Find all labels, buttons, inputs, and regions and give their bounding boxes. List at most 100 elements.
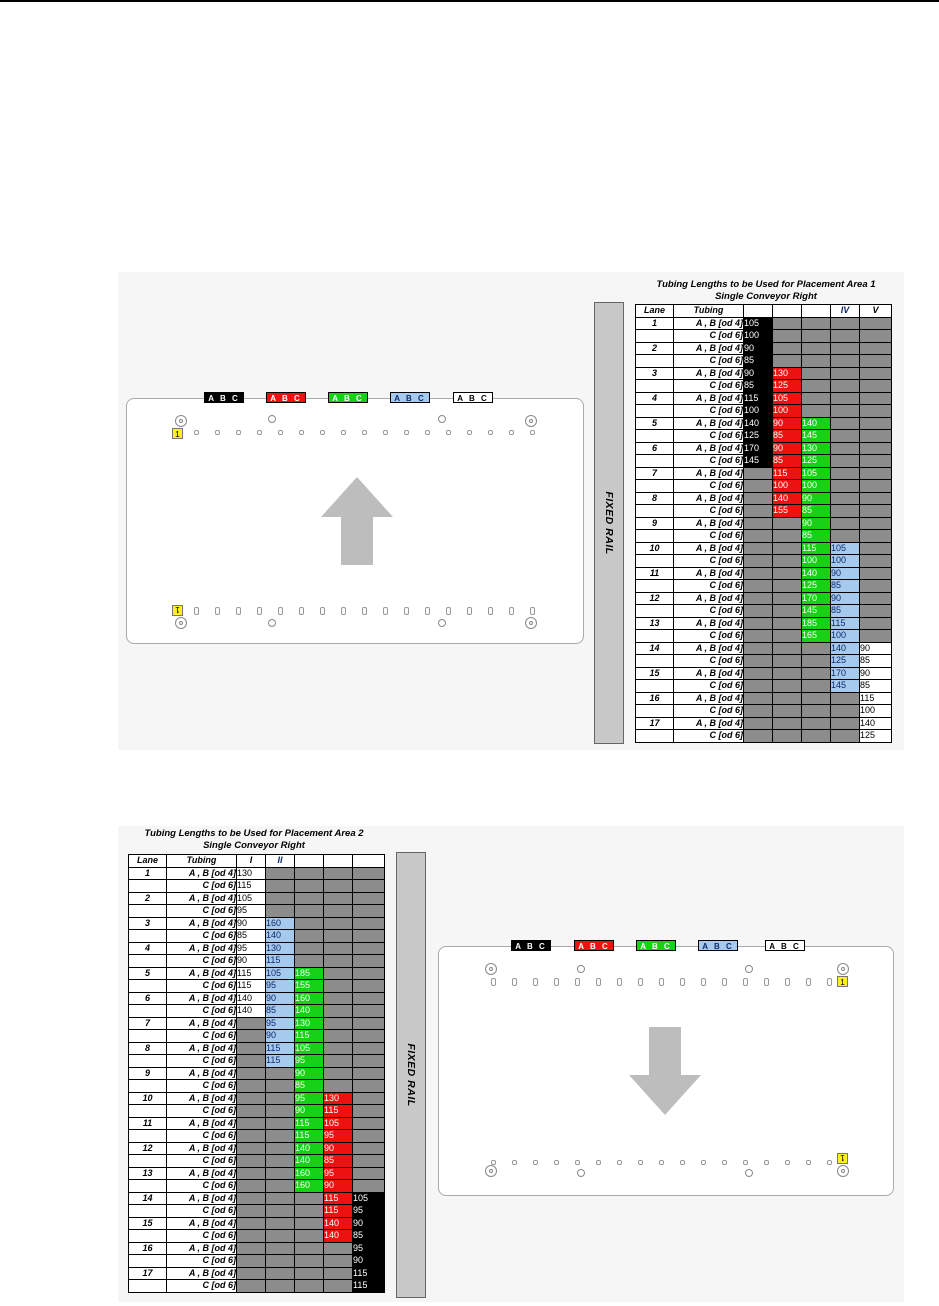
length-cell: 90: [743, 366, 773, 380]
mounting-hole-icon: [175, 617, 187, 629]
table-row: C [od 6] 125: [635, 729, 892, 743]
length-cell: 100: [801, 554, 831, 568]
length-cell: 115: [236, 966, 266, 980]
length-cell: [830, 479, 860, 493]
length-cell: [830, 691, 860, 705]
connector-hole: [743, 978, 748, 986]
lane-cell: [128, 1229, 167, 1243]
length-cell: [743, 529, 773, 543]
length-cell: [743, 554, 773, 568]
length-cell: [323, 1079, 353, 1093]
length-cell: 85: [236, 929, 266, 943]
length-cell: [801, 666, 831, 680]
length-cell: [352, 866, 385, 880]
length-cell: [265, 891, 295, 905]
fiducial-icon: [577, 1169, 585, 1177]
lane-cell: 2: [128, 891, 167, 905]
connector-hole: [785, 978, 790, 986]
length-cell: [859, 341, 892, 355]
table-row: 13 A , B [od 4] 160 95: [128, 1166, 385, 1180]
length-cell: 85: [801, 504, 831, 518]
legend-swatch: A B C: [204, 392, 244, 403]
tubing-cell: C [od 6]: [166, 1104, 237, 1118]
length-cell: 90: [830, 566, 860, 580]
length-cell: [294, 1191, 324, 1205]
length-cell: [323, 966, 353, 980]
lane-cell: [635, 529, 674, 543]
length-cell: [801, 679, 831, 693]
length-cell: 140: [801, 566, 831, 580]
connector-hole: [257, 430, 262, 435]
length-cell: [294, 916, 324, 930]
length-cell: 85: [265, 1004, 295, 1018]
connector-hole: [554, 1160, 559, 1165]
length-cell: 145: [830, 679, 860, 693]
length-cell: [859, 541, 892, 555]
table-row: 17 A , B [od 4] 115: [128, 1266, 385, 1280]
length-cell: [859, 616, 892, 630]
length-cell: [859, 491, 892, 505]
length-cell: [323, 879, 353, 893]
length-cell: 85: [294, 1079, 324, 1093]
length-cell: [743, 591, 773, 605]
tubing-cell: A , B [od 4]: [166, 1191, 237, 1205]
length-cell: [772, 654, 802, 668]
lane-cell: [635, 654, 674, 668]
connector-hole: [743, 1160, 748, 1165]
tubing-cell: A , B [od 4]: [166, 1041, 237, 1055]
length-cell: [801, 704, 831, 718]
lane-cell: 11: [128, 1116, 167, 1130]
tubing-cell: C [od 6]: [673, 729, 744, 743]
connector-hole: [530, 430, 535, 435]
connector-hole: [509, 430, 514, 435]
table-row: C [od 6] 85: [635, 529, 892, 543]
length-cell: 95: [352, 1204, 385, 1218]
length-cell: [743, 729, 773, 743]
length-cell: [772, 579, 802, 593]
length-cell: [830, 404, 860, 418]
length-cell: 95: [323, 1129, 353, 1143]
length-cell: 90: [801, 491, 831, 505]
legend-swatch: A B C: [636, 940, 676, 951]
lane-cell: 12: [128, 1141, 167, 1155]
connector-hole: [638, 978, 643, 986]
length-cell: 85: [830, 579, 860, 593]
length-cell: [772, 541, 802, 555]
lane-cell: 4: [128, 941, 167, 955]
length-cell: [294, 879, 324, 893]
connector-hole: [194, 607, 199, 615]
length-cell: [743, 604, 773, 618]
length-cell: [743, 616, 773, 630]
tubing-cell: C [od 6]: [166, 979, 237, 993]
column-header: IV: [323, 854, 353, 868]
length-cell: 130: [772, 366, 802, 380]
tubing-cell: A , B [od 4]: [166, 1116, 237, 1130]
mounting-hole-icon: [525, 617, 537, 629]
length-cell: 90: [352, 1254, 385, 1268]
table-row: C [od 6] 115 95: [128, 1129, 385, 1143]
lane-cell: 7: [128, 1016, 167, 1030]
length-cell: [294, 941, 324, 955]
tubing-cell: A , B [od 4]: [166, 866, 237, 880]
table-row: C [od 6] 90: [128, 1254, 385, 1268]
connector-hole: [446, 430, 451, 435]
lane-cell: [635, 354, 674, 368]
length-cell: 130: [236, 866, 266, 880]
length-cell: 100: [830, 554, 860, 568]
tubing-cell: A , B [od 4]: [166, 966, 237, 980]
length-cell: [352, 1104, 385, 1118]
lane-cell: 13: [635, 616, 674, 630]
length-cell: 90: [323, 1141, 353, 1155]
length-cell: [772, 604, 802, 618]
length-cell: [801, 379, 831, 393]
length-cell: [352, 1179, 385, 1193]
table-row: C [od 6] 145 85 125: [635, 454, 892, 468]
length-cell: 95: [352, 1241, 385, 1255]
connector-hole: [530, 607, 535, 615]
